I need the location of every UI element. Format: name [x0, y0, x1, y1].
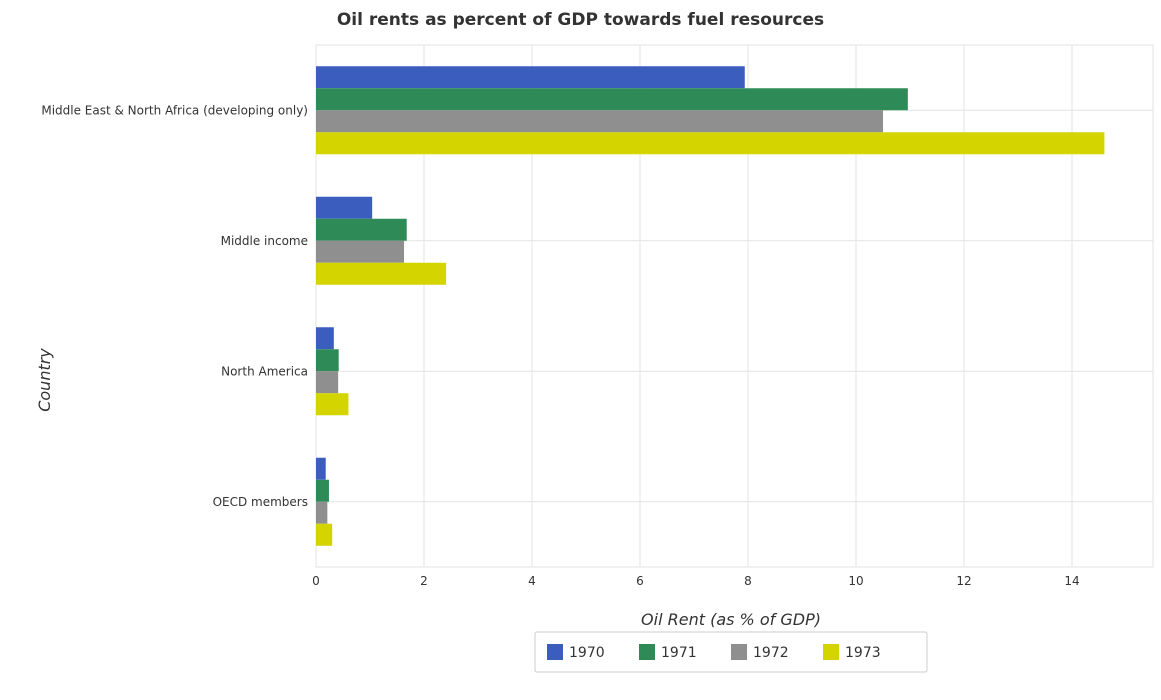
x-tick-label: 10: [848, 574, 863, 588]
y-axis-label: Country: [35, 348, 54, 412]
x-tick-label: 4: [528, 574, 536, 588]
y-tick-label: Middle income: [221, 234, 308, 248]
x-tick-label: 6: [636, 574, 644, 588]
y-tick-label: North America: [221, 364, 308, 378]
bar-1970: [316, 457, 326, 480]
bar-1971: [316, 349, 339, 372]
chart-title: Oil rents as percent of GDP towards fuel…: [337, 10, 824, 30]
x-tick-label: 14: [1064, 574, 1079, 588]
bar-1973: [316, 132, 1105, 155]
legend-label-1973: 1973: [845, 645, 881, 661]
legend: 1970 1971 1972 1973: [534, 631, 928, 673]
legend-swatch-1970: [547, 644, 563, 660]
bar-1971: [316, 88, 908, 111]
bar-1971: [316, 479, 329, 502]
bar-1972: [316, 371, 339, 394]
y-tick-label: Middle East & North Africa (developing o…: [41, 103, 308, 117]
legend-swatch-1973: [823, 644, 839, 660]
bar-1973: [316, 262, 447, 285]
y-axis-ticks: Middle East & North Africa (developing o…: [41, 103, 308, 509]
legend-label-1971: 1971: [661, 645, 697, 661]
bar-1971: [316, 218, 407, 241]
legend-swatch-1972: [731, 644, 747, 660]
bars: [316, 66, 1105, 546]
bar-1970: [316, 66, 745, 89]
bar-1970: [316, 327, 334, 350]
bar-1972: [316, 501, 328, 524]
bar-1973: [316, 523, 333, 546]
bar-1973: [316, 393, 349, 416]
x-axis-ticks: 0 2 4 6 8 10 12 14: [312, 574, 1079, 588]
bar-1972: [316, 240, 405, 263]
x-tick-label: 8: [744, 574, 752, 588]
x-tick-label: 0: [312, 574, 320, 588]
y-tick-label: OECD members: [213, 495, 308, 509]
plot-area-border: [315, 44, 1154, 568]
x-tick-label: 2: [420, 574, 428, 588]
legend-label-1970: 1970: [569, 645, 605, 661]
bar-1972: [316, 110, 883, 133]
bar-1970: [316, 196, 373, 219]
legend-swatch-1971: [639, 644, 655, 660]
x-axis-label: Oil Rent (as % of GDP): [641, 610, 821, 629]
x-tick-label: 12: [956, 574, 971, 588]
legend-label-1972: 1972: [753, 645, 789, 661]
